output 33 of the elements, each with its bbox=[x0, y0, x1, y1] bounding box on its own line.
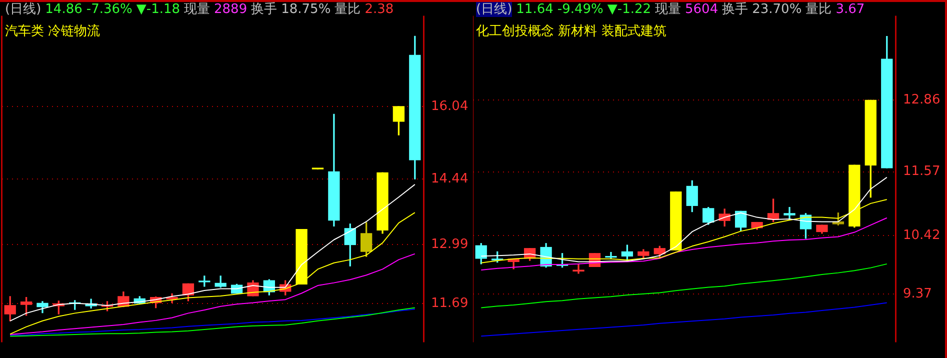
annotation: 量比 bbox=[334, 2, 361, 17]
annotation: 14.86 bbox=[45, 2, 82, 17]
annotation: 11.64 bbox=[516, 2, 554, 17]
y-tick-label: 12.99 bbox=[431, 237, 468, 252]
annotation: 现量 bbox=[655, 2, 682, 17]
annotation: 换手 bbox=[251, 2, 278, 17]
annotation: 现量 bbox=[184, 2, 210, 17]
chart-title: (日线) bbox=[476, 2, 512, 17]
annotation: -7.36% bbox=[86, 2, 132, 17]
annotation: 量比 bbox=[806, 2, 832, 17]
annotation: ▼-1.18 bbox=[136, 2, 180, 17]
annotation: -9.49% bbox=[557, 2, 604, 17]
annotation: ▼-1.22 bbox=[607, 2, 652, 17]
text: 汽车类 冷链物流 bbox=[5, 24, 100, 40]
annotation: 5604 bbox=[685, 2, 718, 17]
y-tick-label: 14.44 bbox=[431, 171, 468, 186]
annotation: 3.67 bbox=[836, 2, 865, 17]
annotation: 18.75% bbox=[281, 2, 331, 17]
candlestick bbox=[572, 264, 584, 274]
y-tick-label: 9.37 bbox=[903, 286, 932, 302]
annotation: 换手 bbox=[722, 2, 748, 17]
chart-title: (日线) bbox=[5, 2, 42, 17]
annotation: 23.70% bbox=[752, 2, 802, 17]
y-tick-label: 10.42 bbox=[903, 228, 940, 243]
y-tick-label: 11.69 bbox=[431, 296, 468, 312]
annotation: 2889 bbox=[214, 2, 248, 17]
text: 化工创投概念 新材料 装配式建筑 bbox=[476, 24, 666, 40]
y-tick-label: 12.86 bbox=[903, 92, 940, 108]
annotation: 2.38 bbox=[364, 2, 394, 17]
candlestick bbox=[784, 206, 796, 220]
y-tick-label: 11.57 bbox=[903, 164, 940, 180]
candlestick bbox=[296, 228, 308, 285]
y-tick-label: 16.04 bbox=[431, 98, 468, 114]
